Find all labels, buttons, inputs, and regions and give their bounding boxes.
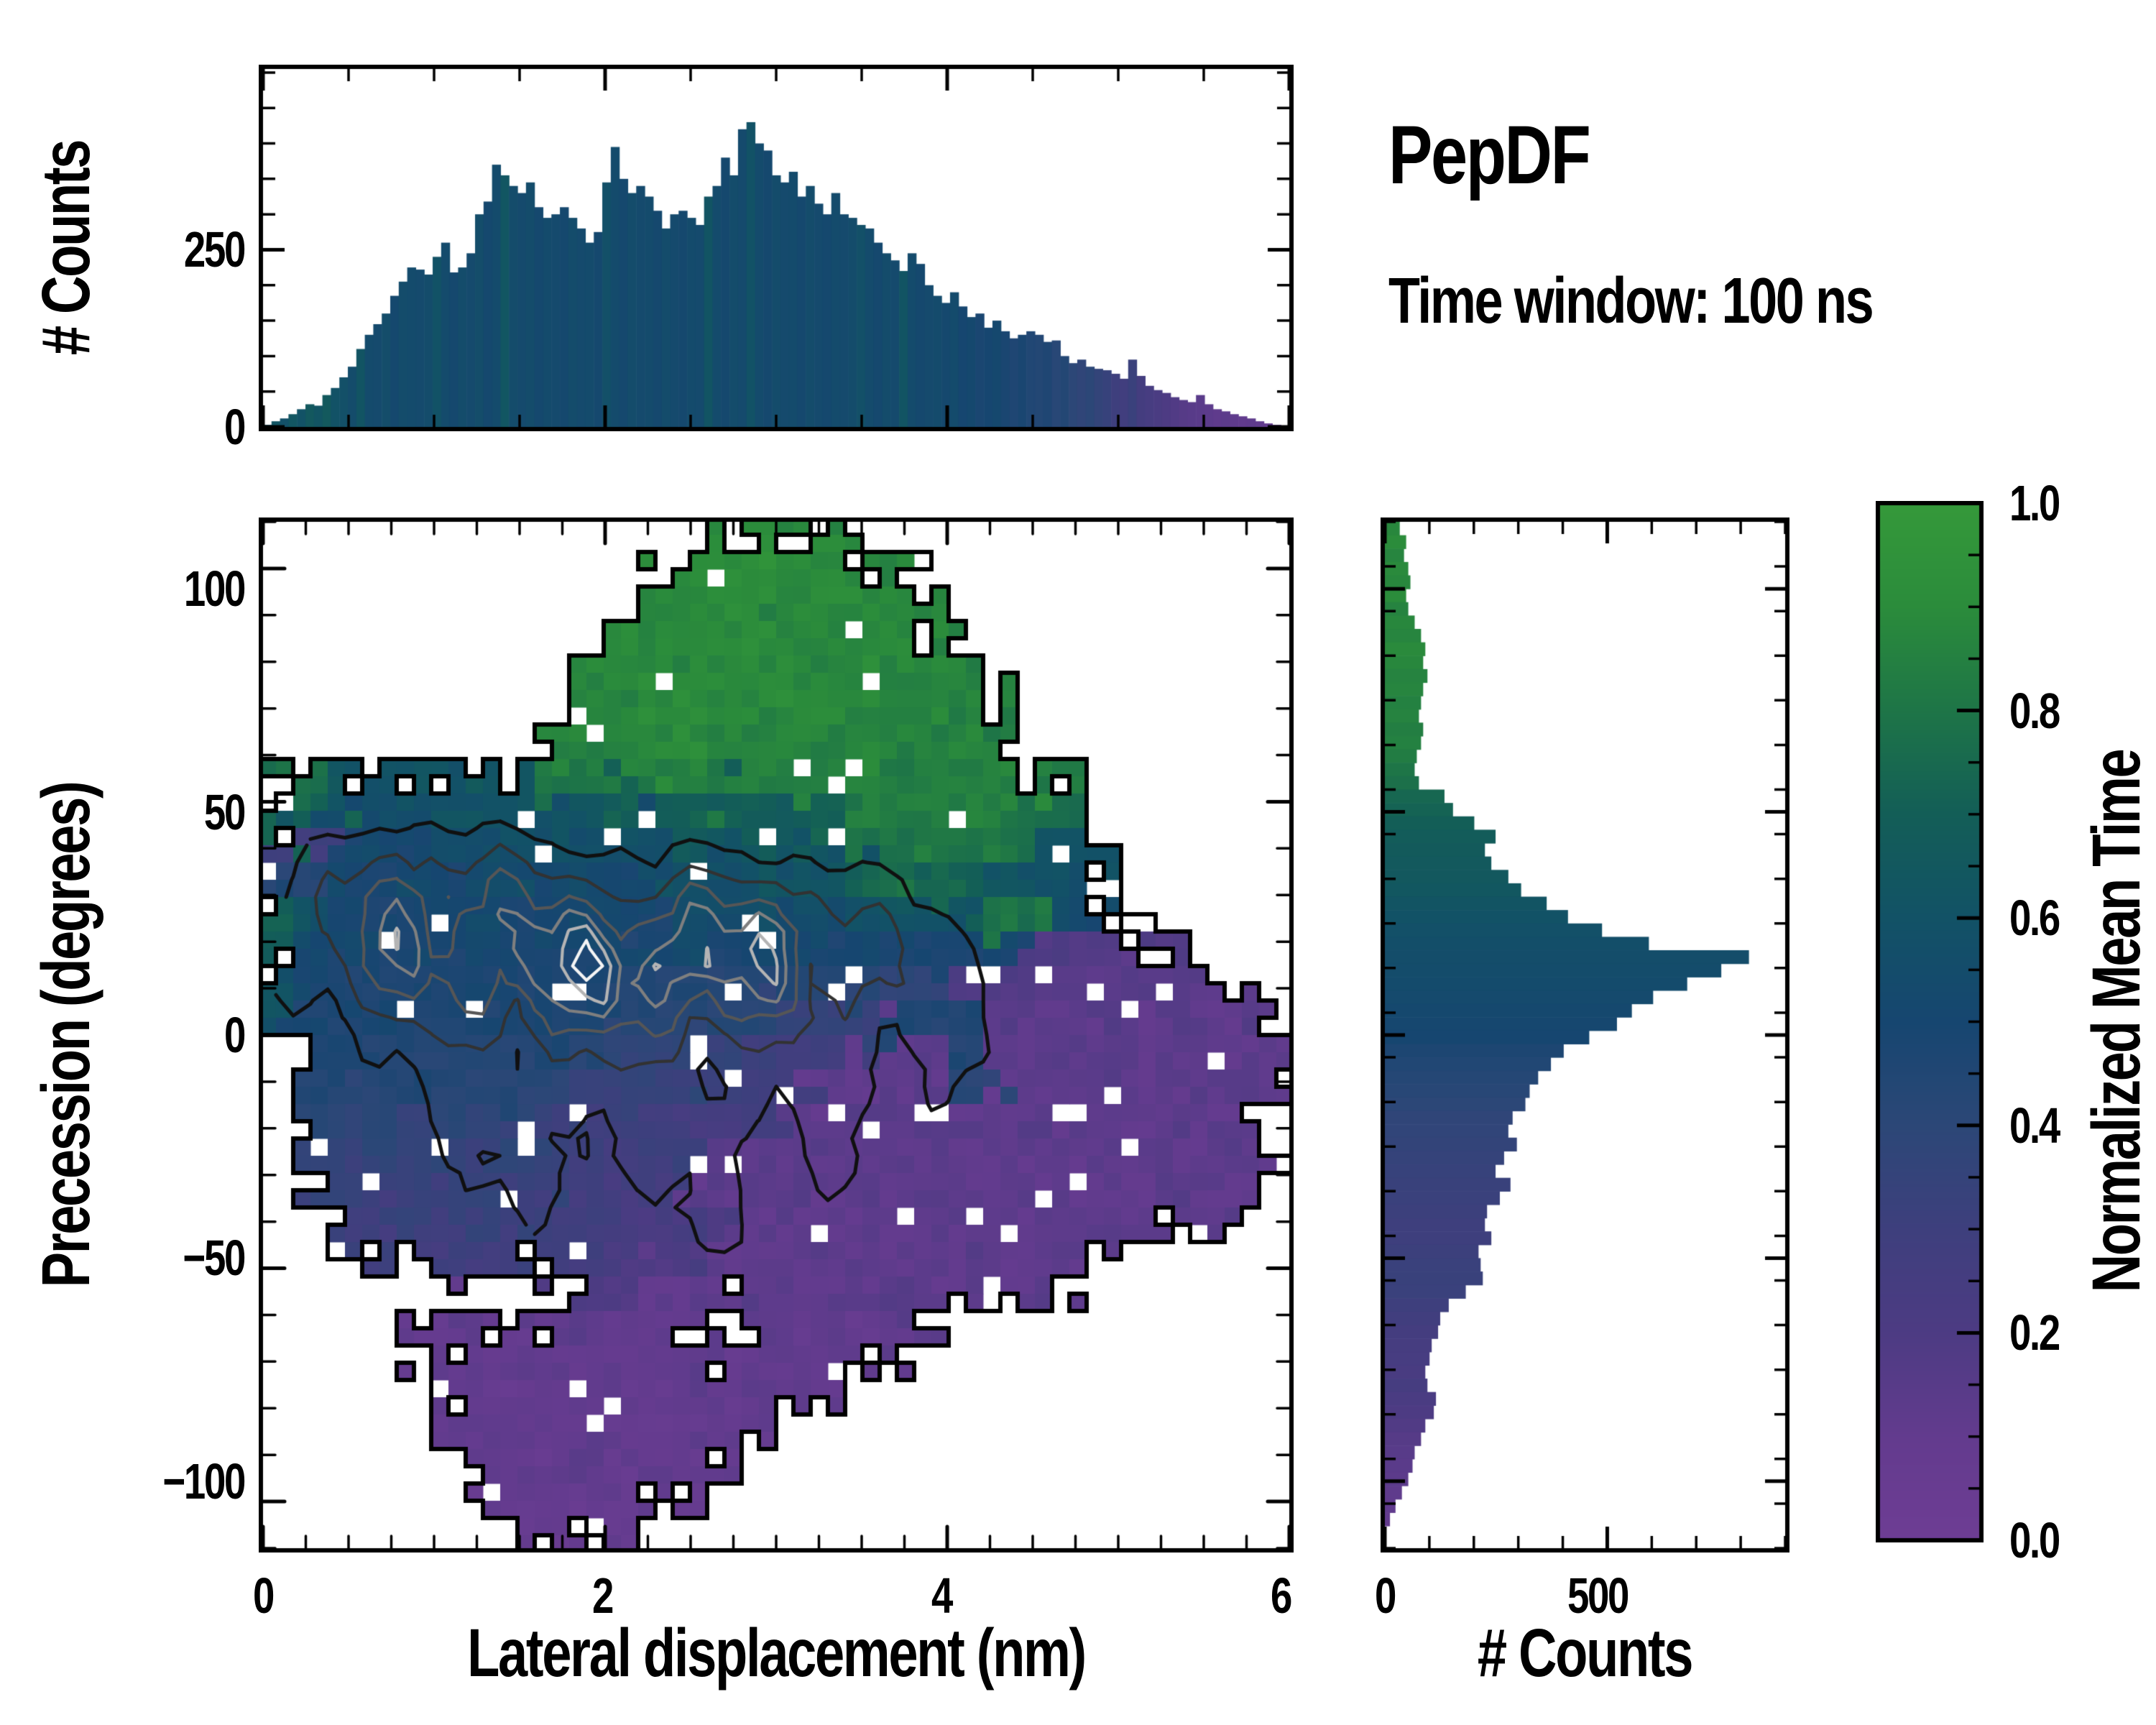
tick-label: 0 bbox=[1374, 1568, 1396, 1624]
tick-label: 1.0 bbox=[2009, 475, 2060, 531]
tick-label: −100 bbox=[162, 1453, 246, 1509]
right-histogram-panel bbox=[1381, 518, 1789, 1552]
right-hist-x-axis-title: # Counts bbox=[1477, 1614, 1694, 1691]
colorbar-panel bbox=[1876, 501, 1984, 1542]
tick-label: 0.8 bbox=[2009, 682, 2060, 739]
top-histogram-panel bbox=[259, 65, 1294, 431]
tick-label: −50 bbox=[183, 1230, 246, 1287]
plot-title: PepDF bbox=[1388, 109, 1591, 201]
plot-subtitle: Time window: 100 ns bbox=[1388, 265, 1874, 337]
tick-label: 500 bbox=[1567, 1568, 1629, 1624]
tick-label: 4 bbox=[931, 1568, 953, 1624]
tick-label: 2 bbox=[592, 1568, 614, 1624]
main-heatmap-canvas bbox=[259, 518, 1294, 1552]
tick-label: 100 bbox=[183, 561, 246, 617]
tick-label: 0.2 bbox=[2009, 1305, 2060, 1361]
top-histogram-canvas bbox=[259, 65, 1294, 431]
main-heatmap-panel bbox=[259, 518, 1294, 1552]
tick-label: 0 bbox=[224, 399, 246, 455]
tick-label: 6 bbox=[1271, 1568, 1292, 1624]
tick-label: 0.4 bbox=[2009, 1097, 2060, 1154]
tick-label: 50 bbox=[203, 783, 246, 840]
main-x-axis-title: Lateral displacement (nm) bbox=[467, 1614, 1087, 1691]
tick-label: 0.6 bbox=[2009, 890, 2060, 947]
colorbar-canvas bbox=[1876, 501, 1984, 1542]
tick-label: 0 bbox=[224, 1007, 246, 1063]
tick-label: 0.0 bbox=[2009, 1512, 2060, 1568]
tick-label: 250 bbox=[183, 221, 246, 278]
right-histogram-canvas bbox=[1381, 518, 1789, 1552]
colorbar-axis-title: Normalized Mean Time bbox=[2078, 750, 2155, 1293]
tick-label: 0 bbox=[252, 1568, 275, 1624]
